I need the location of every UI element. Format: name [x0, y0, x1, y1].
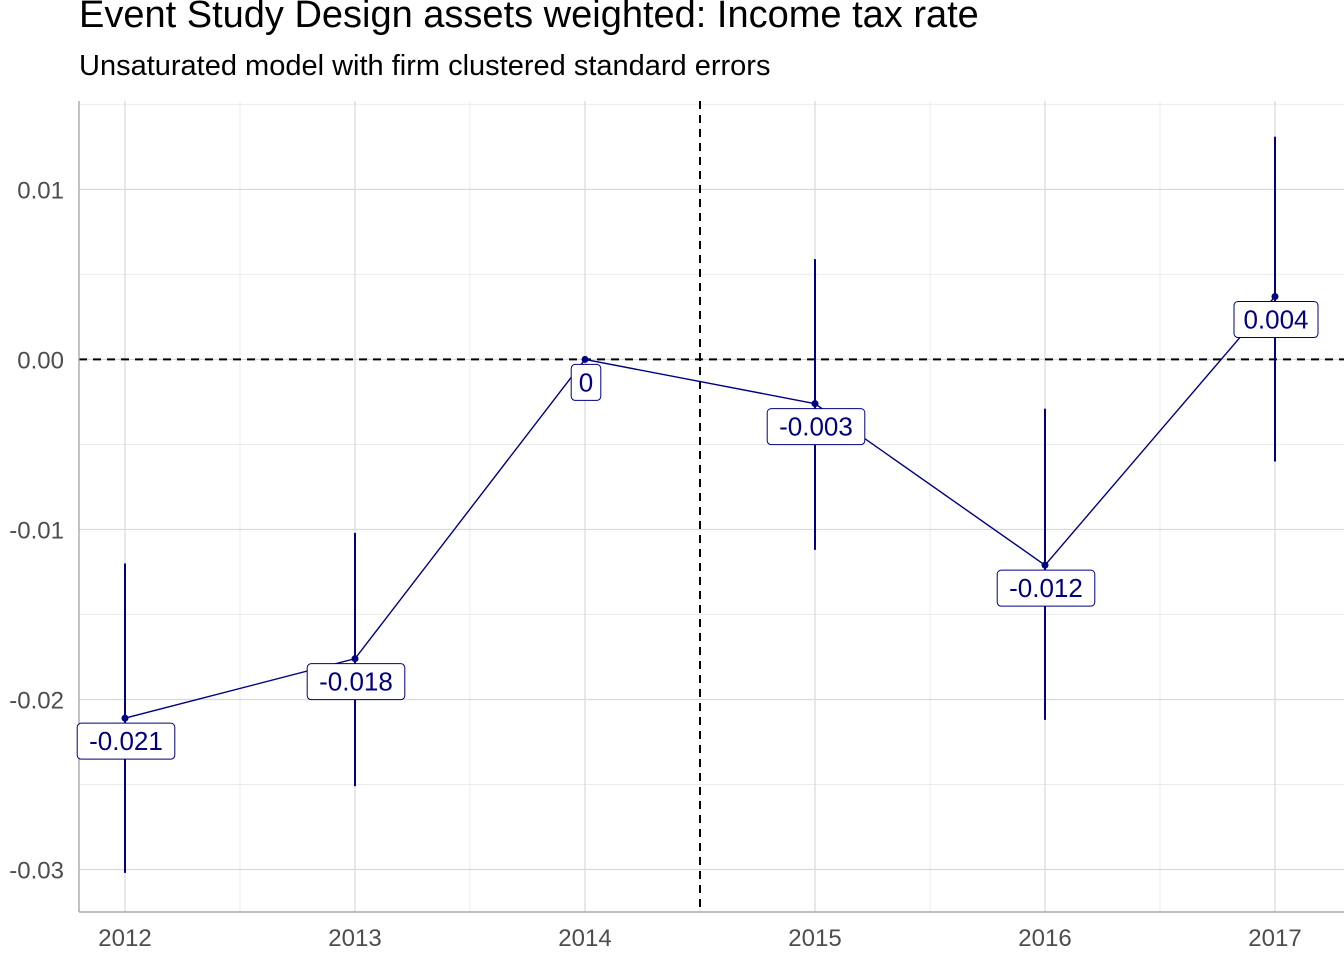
reference-lines: [79, 101, 1344, 912]
data-point: [351, 655, 359, 663]
x-tick-label: 2014: [558, 925, 611, 952]
data-label-box: [570, 363, 602, 401]
axes: [78, 101, 1344, 913]
y-tick-label: -0.02: [9, 687, 64, 714]
major-gridlines: [79, 101, 1344, 912]
data-label-box: [766, 408, 866, 446]
data-label-box: [1233, 301, 1319, 339]
y-tick-label: -0.03: [9, 857, 64, 884]
x-tick-labels: 2012 2013 2014 2015 2016 2017: [98, 925, 1301, 952]
x-tick-label: 2016: [1018, 925, 1071, 952]
data-point: [1041, 561, 1049, 569]
x-tick-label: 2012: [98, 925, 151, 952]
data-label-text: 0: [579, 367, 593, 397]
y-tick-labels: -0.03 -0.02 -0.01 0.00 0.01: [9, 177, 64, 884]
data-point: [811, 400, 819, 408]
data-label-text: -0.003: [779, 412, 853, 442]
x-tick-label: 2017: [1248, 925, 1301, 952]
data-point: [581, 355, 589, 363]
data-label: -0.021: [76, 722, 176, 760]
data-label: 0: [570, 363, 602, 401]
data-label-text: -0.018: [319, 667, 393, 697]
y-tick-label: -0.01: [9, 517, 64, 544]
data-label-box: [306, 663, 406, 701]
data-label-box: [996, 569, 1096, 607]
chart-title: Event Study Design assets weighted: Inco…: [79, 0, 979, 36]
data-point: [1271, 293, 1279, 301]
x-tick-label: 2015: [788, 925, 841, 952]
data-label: -0.018: [306, 663, 406, 701]
data-label: -0.003: [766, 408, 866, 446]
data-label-text: -0.012: [1009, 573, 1083, 603]
data-labels: -0.021 -0.018 0 -0.003 -0.012 0.004: [76, 301, 1319, 760]
data-points: [121, 293, 1279, 722]
data-point: [121, 714, 129, 722]
data-label-text: 0.004: [1243, 305, 1308, 335]
x-tick-label: 2013: [328, 925, 381, 952]
data-label-box: [76, 722, 176, 760]
chart-subtitle: Unsaturated model with firm clustered st…: [79, 50, 771, 82]
y-tick-label: 0.00: [17, 347, 64, 374]
y-tick-label: 0.01: [17, 177, 64, 204]
data-label: 0.004: [1233, 301, 1319, 339]
data-label: -0.012: [996, 569, 1096, 607]
minor-gridlines: [79, 101, 1344, 912]
data-label-text: -0.021: [89, 726, 163, 756]
